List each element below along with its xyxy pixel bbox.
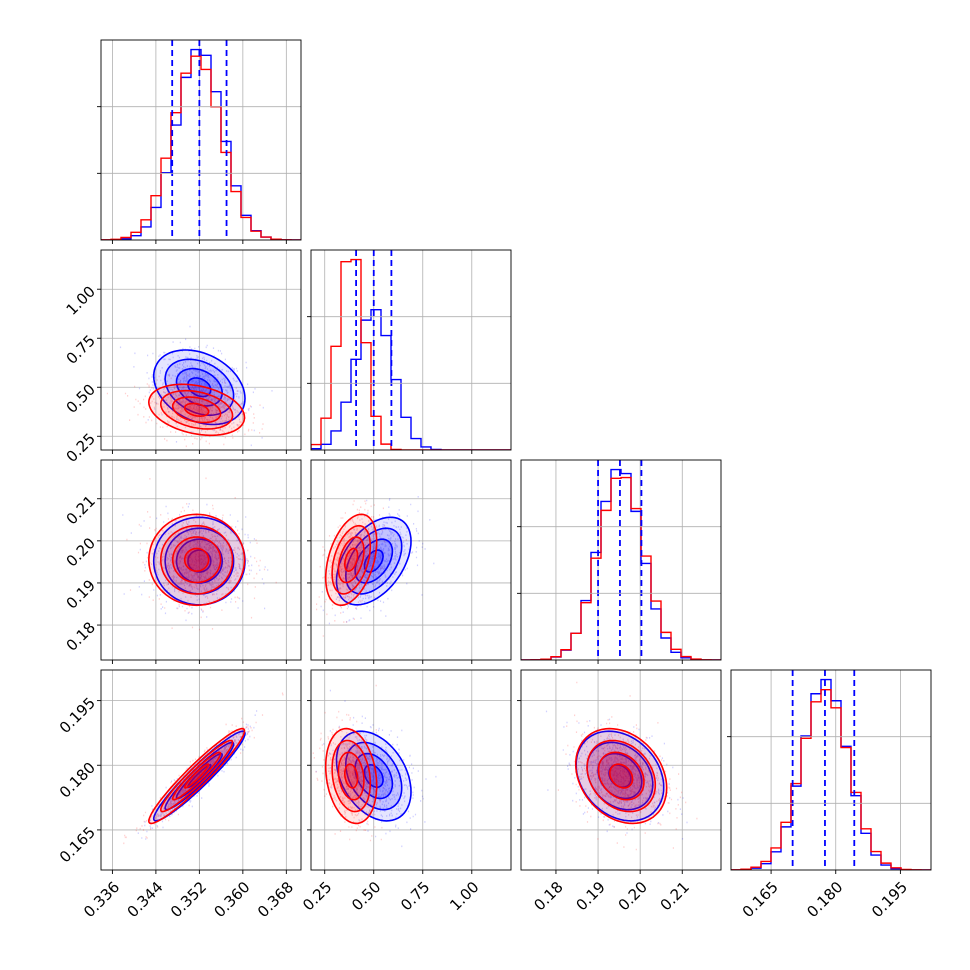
series_b-histogram bbox=[731, 689, 931, 870]
panel-frame bbox=[310, 669, 512, 871]
series_b-contour bbox=[331, 524, 372, 595]
y-tick-label: 0.20 bbox=[63, 534, 99, 570]
series_b-contour bbox=[183, 547, 210, 573]
x-tick-label: 0.344 bbox=[124, 878, 167, 921]
y-tick-label: 0.180 bbox=[56, 759, 99, 802]
y-tick-label: 0.75 bbox=[63, 332, 99, 368]
series_b-contour bbox=[183, 763, 210, 789]
panel-frame bbox=[310, 249, 512, 451]
series_b-contour bbox=[324, 727, 378, 825]
series_b-contour bbox=[574, 727, 668, 825]
panel-frame bbox=[310, 459, 512, 661]
panel-frame bbox=[100, 459, 302, 661]
panel-3-1 bbox=[307, 669, 512, 874]
y-tick-label: 0.21 bbox=[63, 492, 99, 528]
series_b-contour bbox=[159, 739, 234, 813]
x-tick-label: 0.50 bbox=[348, 878, 384, 914]
series_b-contour bbox=[337, 751, 365, 801]
series_b-contour bbox=[344, 547, 359, 573]
y-tick-label: 0.50 bbox=[63, 381, 99, 417]
series_a-contour bbox=[608, 763, 632, 788]
x-tick-label: 0.75 bbox=[397, 878, 433, 914]
panel-frame bbox=[100, 39, 302, 241]
panel-frame bbox=[520, 459, 722, 661]
x-tick-label: 0.25 bbox=[299, 878, 335, 914]
series_b-contour bbox=[183, 402, 210, 417]
panel-frame bbox=[730, 669, 932, 871]
x-tick-label: 0.360 bbox=[210, 878, 253, 921]
panel-2-1 bbox=[307, 459, 512, 664]
panel-1-1 bbox=[307, 249, 512, 454]
series_a-contour bbox=[152, 349, 246, 426]
y-tick-label: 1.00 bbox=[63, 282, 99, 318]
x-tick-label: 0.20 bbox=[615, 878, 651, 914]
x-tick-label: 0.19 bbox=[572, 878, 608, 914]
y-tick-label: 0.195 bbox=[56, 694, 99, 737]
series_b-contour bbox=[159, 524, 234, 595]
y-tick-label: 0.25 bbox=[63, 430, 99, 466]
x-tick-label: 0.352 bbox=[167, 878, 210, 921]
x-tick-label: 0.21 bbox=[657, 878, 693, 914]
x-tick-label: 0.336 bbox=[80, 878, 123, 921]
series_b-histogram bbox=[521, 476, 721, 660]
series_b-contour bbox=[147, 383, 246, 437]
panel-frame bbox=[100, 669, 302, 871]
series_a-histogram bbox=[521, 468, 721, 660]
y-tick-label: 0.19 bbox=[63, 576, 99, 612]
series_b-contour bbox=[608, 763, 634, 789]
panel-2-2 bbox=[517, 459, 722, 664]
x-tick-label: 0.368 bbox=[254, 878, 297, 921]
x-tick-label: 1.00 bbox=[446, 878, 482, 914]
series_b-contour bbox=[147, 513, 246, 607]
series_b-contour bbox=[344, 763, 359, 789]
series_b-contour bbox=[597, 751, 645, 801]
x-tick-label: 0.180 bbox=[803, 878, 846, 921]
y-tick-label: 0.18 bbox=[63, 618, 99, 654]
series_b-contour bbox=[171, 396, 222, 424]
panel-0-0 bbox=[97, 39, 302, 244]
y-tick-label: 0.165 bbox=[56, 823, 99, 866]
panel-frame bbox=[100, 249, 302, 451]
series_a-contour bbox=[335, 730, 412, 822]
series_b-histogram bbox=[101, 55, 301, 240]
panel-3-0 bbox=[97, 669, 302, 874]
panel-3-2 bbox=[517, 669, 722, 874]
x-tick-label: 0.18 bbox=[530, 878, 566, 914]
series_a-contour bbox=[164, 358, 235, 416]
panel-frame bbox=[520, 669, 722, 871]
series_a-histogram bbox=[101, 48, 301, 240]
series_b-contour bbox=[171, 536, 222, 584]
series_b-contour bbox=[324, 513, 378, 606]
panel-1-0 bbox=[97, 249, 302, 454]
series_b-contour bbox=[337, 536, 365, 584]
panel-2-0 bbox=[97, 459, 302, 664]
series_a-contour bbox=[344, 741, 403, 811]
series_b-contour bbox=[586, 739, 657, 813]
panel-3-3 bbox=[727, 669, 932, 874]
series_b-contour bbox=[159, 389, 234, 430]
x-tick-label: 0.195 bbox=[868, 878, 911, 921]
x-tick-label: 0.165 bbox=[739, 878, 782, 921]
